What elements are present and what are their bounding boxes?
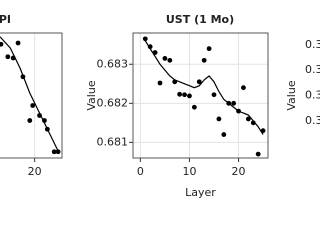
y-tick-label: 0.683 [97,57,129,70]
point [187,93,192,99]
point [245,116,251,122]
point [167,57,173,63]
plot-frame [132,32,269,159]
point [5,54,11,60]
point [27,118,33,123]
point [182,92,187,98]
y-tick-label: 0.3 [305,63,320,76]
point [15,40,21,46]
point [30,103,36,108]
point [206,46,212,52]
point [157,80,163,86]
y-tick-label: 0.681 [97,135,129,148]
trend-line [0,36,60,154]
chart-title: PI [0,13,11,26]
point [177,91,183,97]
point [231,100,237,106]
x-tick-label: 20 [28,165,42,178]
chart-title: UST (1 Mo) [166,13,234,26]
x-tick-label: 0 [137,165,144,178]
point [216,116,222,122]
y-axis-label: Value [85,80,98,110]
point [201,57,207,63]
plot-frame [0,32,63,159]
point [241,85,246,91]
point [255,151,261,157]
point [51,149,57,155]
point [0,41,4,47]
x-tick-label: 10 [182,165,196,178]
y-axis-label: Value [285,80,298,110]
point [142,36,148,42]
y-tick-label: 0.3 [305,38,320,51]
chart: 20 PI 0 10 20 0.681 0.682 0.683 UST (1 Mo) Layer V… [0,13,320,199]
trend-line [144,40,264,135]
point [221,132,227,137]
point [191,104,197,110]
point [211,92,217,98]
point [147,44,153,50]
point [162,55,168,61]
x-axis-label: Layer [185,186,216,199]
y-tick-label: 0.682 [97,96,129,109]
point [196,79,202,85]
x-tick-label: 20 [232,165,246,178]
y-tick-label: 0.3 [305,114,320,127]
y-tick-label: 0.3 [305,89,320,102]
